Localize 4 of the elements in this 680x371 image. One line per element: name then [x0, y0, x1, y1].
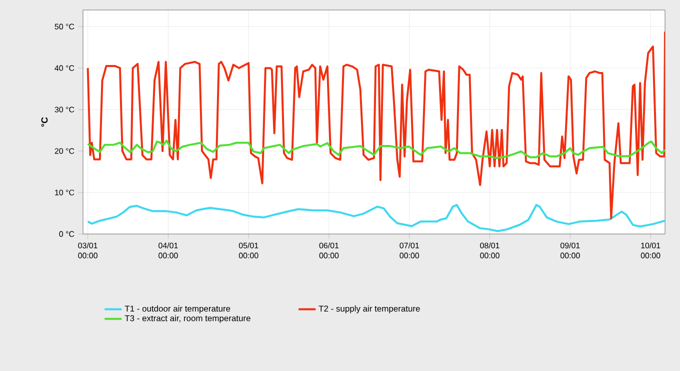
- legend-label: T3 - extract air, room temperature: [124, 315, 250, 323]
- legend-label: T1 - outdoor air temperature: [124, 305, 230, 314]
- legend-label: T2 - supply air temperature: [318, 305, 420, 314]
- y-axis-title: °C: [41, 117, 48, 127]
